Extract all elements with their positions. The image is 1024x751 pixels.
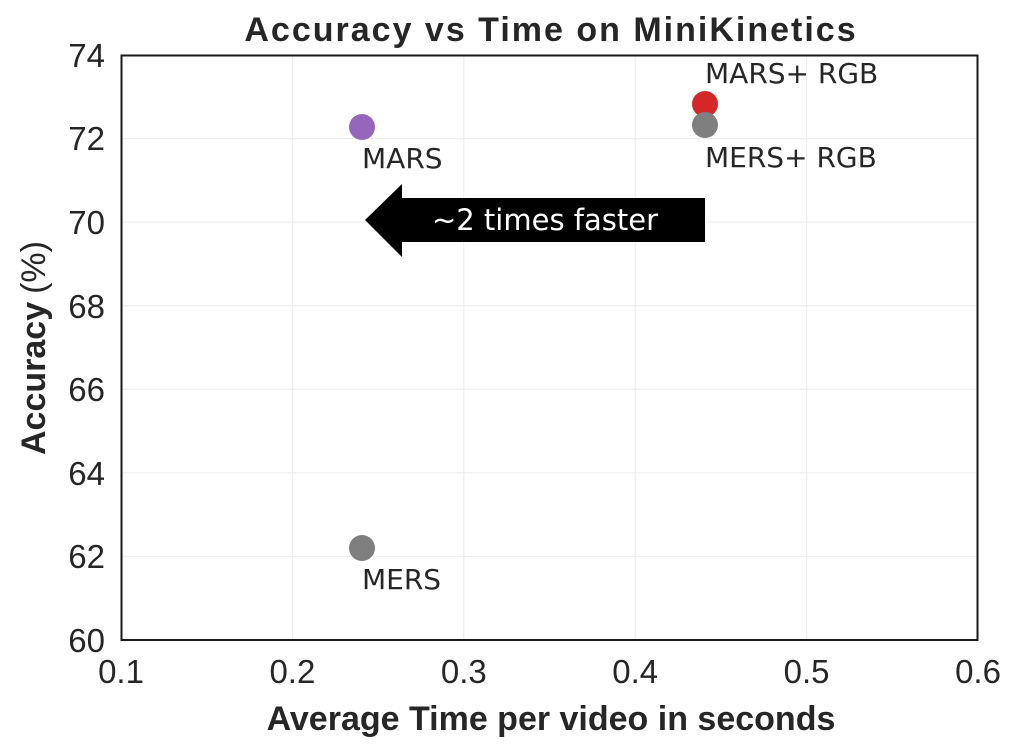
point-labels: MARS MARS+ RGB MERS+ RGB MERS (362, 57, 878, 596)
point-mers-rgb (692, 112, 718, 138)
x-axis-label: Average Time per video in seconds (267, 700, 836, 738)
x-tick: 0.6 (955, 653, 1001, 690)
point-mars (349, 114, 375, 140)
y-axis-label-main: Accuracy (15, 302, 53, 455)
x-axis-ticks: 0.1 0.2 0.3 0.4 0.5 0.6 (98, 653, 1001, 690)
label-mers-rgb: MERS+ RGB (705, 141, 877, 174)
y-tick: 72 (68, 120, 105, 157)
left-arrow-icon (365, 184, 705, 257)
speedup-arrow-annotation: ~2 times faster (365, 184, 705, 257)
x-tick: 0.4 (612, 653, 658, 690)
y-axis-ticks: 60 62 64 66 68 70 72 74 (68, 37, 105, 659)
y-tick: 62 (68, 538, 105, 575)
point-mars-rgb (692, 91, 718, 117)
point-mers (349, 535, 375, 561)
y-tick: 70 (68, 204, 105, 241)
label-mers: MERS (362, 563, 441, 596)
y-tick: 68 (68, 288, 105, 325)
x-tick: 0.5 (784, 653, 830, 690)
plot-frame (120, 54, 979, 641)
y-axis-label: Accuracy (%) (15, 241, 53, 455)
label-mars: MARS (362, 142, 443, 175)
y-axis-label-unit: (%) (15, 241, 53, 294)
arrow-label: ~2 times faster (432, 203, 658, 237)
x-tick: 0.2 (269, 653, 315, 690)
y-tick: 60 (68, 622, 105, 659)
x-tick: 0.1 (98, 653, 144, 690)
y-tick: 66 (68, 371, 105, 408)
label-mars-rgb: MARS+ RGB (705, 57, 878, 90)
y-tick: 64 (68, 455, 105, 492)
data-points (349, 91, 718, 561)
chart-title: Accuracy vs Time on MiniKinetics (244, 11, 857, 49)
x-tick: 0.3 (441, 653, 487, 690)
y-tick: 74 (68, 37, 105, 74)
